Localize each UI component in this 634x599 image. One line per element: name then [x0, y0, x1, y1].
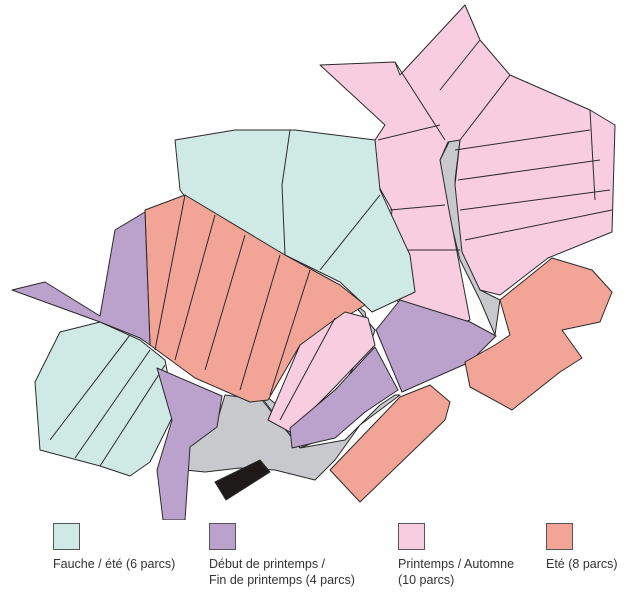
legend-swatch	[546, 523, 573, 550]
parcel-boundary	[239, 254, 281, 391]
parcel-boundary	[394, 61, 446, 141]
parcel-boundary	[154, 194, 186, 351]
parcel-boundary	[204, 234, 246, 371]
legend-swatch	[53, 523, 80, 550]
parcel-ete	[464, 257, 613, 411]
legend-label: Fauche / été (6 parcs)	[53, 557, 176, 571]
parcel-boundary	[269, 269, 311, 396]
parcel-boundary	[99, 364, 166, 467]
parcel-debut-fin-printemps	[375, 299, 497, 393]
parcel-boundary	[459, 189, 611, 211]
parcel-boundary	[377, 124, 441, 141]
legend-item-debut-fin-printemps: Début de printemps / Fin de printemps (4…	[209, 523, 355, 588]
parcel-map	[11, 4, 616, 520]
parcel-boundary	[439, 39, 481, 91]
legend-label: Eté (8 parcs)	[546, 557, 618, 571]
legend-label-line2: (10 parcs)	[398, 573, 455, 587]
legend-swatch	[209, 523, 236, 550]
parcel-boundary	[464, 209, 613, 241]
parcel-debut-fin-printemps	[156, 367, 223, 520]
parcel-boundary	[457, 159, 601, 181]
building	[214, 459, 271, 501]
parcel-boundary	[174, 214, 216, 361]
parcel-boundary	[49, 334, 131, 441]
legend-item-ete: Eté (8 parcs)	[546, 523, 618, 572]
parcel-boundary	[74, 349, 151, 459]
parcel-boundary	[589, 109, 596, 201]
legend-label-line2: Fin de printemps (4 parcs)	[209, 573, 355, 587]
parcel-boundary	[459, 74, 511, 141]
legend-item-fauche-ete: Fauche / été (6 parcs)	[53, 523, 175, 572]
parcel-ete	[329, 384, 451, 503]
parcel-boundary	[389, 204, 446, 211]
legend-label: Printemps / Automne	[398, 557, 515, 571]
parcel-debut-fin-printemps	[11, 211, 151, 346]
parcel-boundary	[319, 194, 381, 271]
parcel-boundary	[281, 129, 291, 256]
legend-item-printemps-automne: Printemps / Automne (10 parcs)	[352, 523, 514, 588]
legend-label: Début de printemps /	[209, 557, 326, 571]
parcel-boundary	[454, 129, 591, 151]
legend-swatch	[398, 523, 425, 550]
parcel-debut-fin-printemps	[289, 346, 399, 449]
parcel-boundary	[279, 317, 336, 421]
